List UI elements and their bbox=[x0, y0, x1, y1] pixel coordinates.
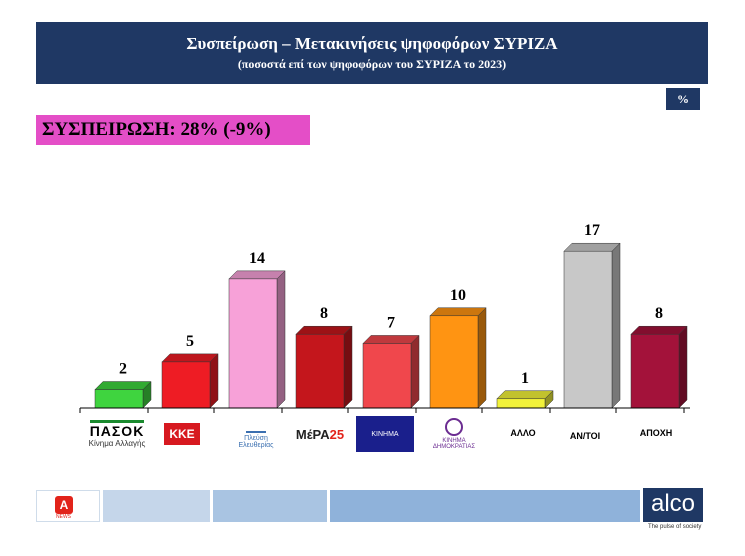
kd-logo-text: ΚΙΝΗΜΑ ΔΗΜΟΚΡΑΤΙΑΣ bbox=[432, 438, 476, 450]
data-label: 5 bbox=[186, 333, 194, 350]
bar-1: 2 bbox=[94, 361, 152, 409]
data-label: 17 bbox=[584, 222, 600, 239]
bar-top bbox=[630, 325, 688, 335]
bar-top bbox=[295, 325, 353, 335]
mera25-logo: ΜέΡΑ 25 bbox=[292, 416, 348, 452]
plefsi-logo: Πλεύση Ελευθερίας bbox=[228, 416, 284, 452]
category-label-other: ΑΛΛΟ bbox=[510, 428, 536, 438]
bar-side bbox=[611, 242, 621, 409]
bar-3: 14 bbox=[228, 250, 286, 409]
mera25-logo-num: 25 bbox=[329, 426, 345, 442]
footer-strip bbox=[103, 490, 210, 522]
category-label-abstain: ΑΠΟΧΗ bbox=[639, 428, 673, 438]
kd-mark-icon bbox=[445, 418, 463, 436]
footer-strip bbox=[213, 490, 327, 522]
chart-title: Συσπείρωση – Μετακινήσεις ψηφοφόρων ΣΥΡΙ… bbox=[186, 34, 558, 53]
bar-side bbox=[410, 334, 420, 409]
data-label: 7 bbox=[387, 314, 395, 331]
bar-6: 10 bbox=[429, 287, 487, 409]
bar-front bbox=[429, 315, 479, 409]
alpha-news-icon: Α bbox=[55, 496, 73, 514]
bar-5: 7 bbox=[362, 314, 420, 409]
data-label: 2 bbox=[119, 361, 127, 378]
mera25-logo-text: ΜέΡΑ bbox=[295, 426, 330, 442]
kke-logo-text: ΚΚΕ bbox=[164, 423, 200, 445]
bar-side bbox=[343, 325, 353, 409]
bar-2: 5 bbox=[161, 333, 219, 409]
unit-badge: % bbox=[666, 88, 700, 110]
bar-side bbox=[477, 307, 487, 409]
chart-header: Συσπείρωση – Μετακινήσεις ψηφοφόρων ΣΥΡΙ… bbox=[36, 22, 708, 84]
pasok-logo-name: ΠΑΣΟΚ bbox=[89, 420, 145, 439]
category-label-independents: ΑΝ/ΤΟΙ bbox=[569, 431, 601, 441]
data-label: 14 bbox=[249, 250, 265, 267]
bar-4: 8 bbox=[295, 305, 353, 409]
alpha-news-tag: NEWS bbox=[56, 514, 71, 520]
bar-top bbox=[362, 335, 420, 344]
alco-logo: alco bbox=[643, 488, 703, 522]
bar-side bbox=[678, 325, 688, 409]
data-label: 10 bbox=[450, 287, 466, 304]
kinima-dimokratias-logo: ΚΙΝΗΜΑ ΔΗΜΟΚΡΑΤΙΑΣ bbox=[428, 416, 480, 452]
bar-front bbox=[94, 389, 144, 409]
bar-side bbox=[276, 270, 286, 409]
sail-icon bbox=[246, 419, 266, 433]
data-label: 1 bbox=[521, 370, 529, 387]
footer-strip bbox=[330, 490, 640, 522]
cohesion-label: ΣΥΣΠΕΙΡΩΣΗ: 28% (-9%) bbox=[36, 115, 310, 145]
kke-logo: ΚΚΕ bbox=[160, 416, 204, 452]
bar-front bbox=[295, 333, 345, 409]
bar-top bbox=[228, 270, 286, 280]
kinima-logo: ΚΙΝΗΜΑ bbox=[356, 416, 414, 452]
bar-9: 8 bbox=[630, 305, 688, 409]
kinima-logo-text: ΚΙΝΗΜΑ bbox=[371, 430, 399, 438]
pasok-logo-sub: Κίνημα Αλλαγής bbox=[88, 439, 146, 448]
bar-top bbox=[496, 390, 554, 400]
bar-front bbox=[161, 361, 211, 409]
bar-side bbox=[209, 353, 219, 409]
data-label: 8 bbox=[320, 305, 328, 322]
bar-front bbox=[362, 343, 412, 409]
plefsi-logo-text: Πλεύση Ελευθερίας bbox=[238, 435, 274, 449]
bar-top bbox=[563, 242, 621, 252]
bar-front bbox=[496, 398, 546, 409]
bar-7: 1 bbox=[496, 370, 554, 409]
bar-8: 17 bbox=[563, 222, 621, 409]
bar-front bbox=[563, 250, 613, 409]
bar-top bbox=[94, 381, 152, 390]
bar-front bbox=[630, 333, 680, 409]
alco-tagline: The pulse of society bbox=[648, 524, 702, 530]
pasok-logo: ΠΑΣΟΚ Κίνημα Αλλαγής bbox=[86, 416, 148, 452]
chart-subtitle: (ποσοστά επί των ψηφοφόρων του ΣΥΡΙΖΑ το… bbox=[237, 57, 507, 71]
data-label: 8 bbox=[655, 305, 663, 322]
bar-top bbox=[161, 353, 219, 363]
bar-front bbox=[228, 278, 278, 409]
bar-top bbox=[429, 307, 487, 317]
